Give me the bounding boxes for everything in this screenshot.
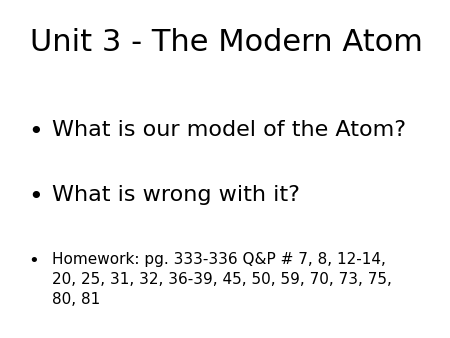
Text: What is wrong with it?: What is wrong with it? xyxy=(52,185,300,205)
Text: •: • xyxy=(28,185,43,209)
Text: Homework: pg. 333-336 Q&P # 7, 8, 12-14,
20, 25, 31, 32, 36-39, 45, 50, 59, 70, : Homework: pg. 333-336 Q&P # 7, 8, 12-14,… xyxy=(52,252,392,307)
Text: Unit 3 - The Modern Atom: Unit 3 - The Modern Atom xyxy=(30,28,423,57)
Text: •: • xyxy=(28,120,43,144)
Text: What is our model of the Atom?: What is our model of the Atom? xyxy=(52,120,406,140)
Text: •: • xyxy=(28,252,39,270)
